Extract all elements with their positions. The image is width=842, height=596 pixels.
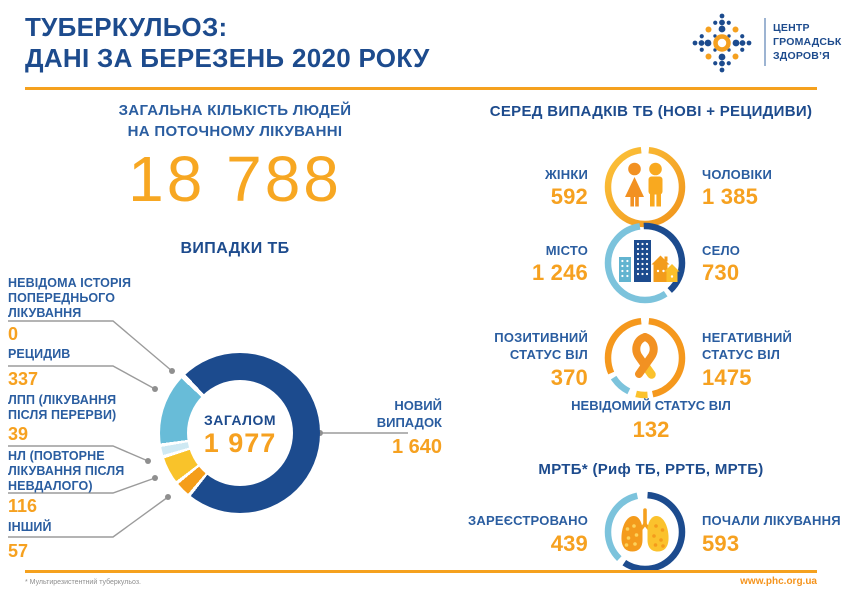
current-treatment-label-line2: НА ПОТОЧНОМУ ЛІКУВАННІ	[127, 123, 343, 140]
village-label: СЕЛО	[702, 243, 741, 258]
city-village-icon	[604, 222, 686, 304]
donut-leader-lines	[8, 320, 408, 538]
page-title-line1: ТУБЕРКУЛЬОЗ:	[25, 12, 228, 42]
header-divider	[25, 87, 817, 90]
village-value: 730	[702, 260, 740, 285]
donut-center: ЗАГАЛОМ 1 977	[160, 353, 320, 513]
callout-after-interruption-value: 39	[8, 424, 29, 444]
men-label: ЧОЛОВІКИ	[702, 167, 773, 182]
callout-new-case-value: 1 640	[391, 436, 442, 458]
footer-divider	[25, 570, 817, 573]
hiv-negative-label: НЕГАТИВНИЙ СТАТУС ВІЛ	[702, 330, 793, 362]
among-cases-section-title: СЕРЕД ВИПАДКІВ ТБ (НОВІ + РЕЦИДИВИ)	[489, 103, 813, 120]
callout-unknown-history-value: 0	[8, 324, 19, 344]
callout-other-value: 57	[8, 541, 29, 561]
callout-after-interruption-label: ЛПП (ЛІКУВАННЯ ПІСЛЯ ПЕРЕРВИ)	[8, 393, 117, 422]
lungs-icon	[604, 491, 686, 573]
donut-center-value: 1 977	[203, 427, 277, 458]
hiv-negative-value: 1475	[702, 365, 752, 390]
logo-line1: ЦЕНТР	[773, 22, 810, 34]
tb-cases-donut-chart: ЗАГАЛОМ 1 977	[160, 353, 320, 513]
callout-retreatment-value: 116	[8, 496, 38, 516]
callout-relapse-value: 337	[8, 369, 39, 389]
callout-new-case-label: НОВИЙ ВИПАДОК	[376, 398, 442, 430]
donut-center-label: ЗАГАЛОМ	[203, 411, 277, 428]
logo-line2: ГРОМАДСЬКОГО	[773, 36, 842, 49]
current-treatment-label-line1: ЗАГАЛЬНА КІЛЬКІСТЬ ЛЮДЕЙ	[118, 102, 352, 119]
female-male-icon	[604, 146, 686, 228]
started-treatment-value: 593	[702, 531, 740, 556]
page-title: ТУБЕРКУЛЬОЗ: ДАНІ ЗА БЕРЕЗЕНЬ 2020 РОКУ	[25, 12, 430, 74]
logo-line3: ЗДОРОВ’Я	[773, 50, 830, 63]
page-title-line2: ДАНІ ЗА БЕРЕЗЕНЬ 2020 РОКУ	[25, 43, 430, 74]
hiv-positive-value: 370	[550, 365, 588, 390]
hiv-unknown-label: НЕВІДОМИЙ СТАТУС ВІЛ	[571, 398, 731, 413]
callout-retreatment-label: НЛ (ПОВТОРНЕ ЛІКУВАННЯ ПІСЛЯ НЕВДАЛОГО)	[8, 449, 125, 493]
logo-wordmark: ЦЕНТР ГРОМАДСЬКОГО ЗДОРОВ’Я	[773, 21, 842, 64]
hiv-positive-label: ПОЗИТИВНИЙ СТАТУС ВІЛ	[494, 330, 588, 362]
women-value: 592	[550, 184, 588, 209]
men-value: 1 385	[702, 184, 759, 209]
registered-value: 439	[550, 531, 588, 556]
registered-label: ЗАРЕЄСТРОВАНО	[468, 513, 588, 528]
callout-unknown-history-label: НЕВІДОМА ІСТОРІЯ ПОПЕРЕДНЬОГО ЛІКУВАННЯ	[8, 276, 132, 320]
logo-separator	[764, 18, 766, 66]
city-label: МІСТО	[545, 243, 588, 258]
footnote: * Мультирезистентний туберкульоз.	[25, 579, 141, 586]
hiv-unknown-value: 132	[632, 417, 670, 442]
hiv-ribbon-icon	[604, 317, 686, 399]
started-treatment-label: ПОЧАЛИ ЛІКУВАННЯ	[702, 513, 841, 528]
callout-relapse-label: РЕЦИДИВ	[8, 347, 71, 361]
women-label: ЖІНКИ	[544, 167, 588, 182]
phc-logo-dots-icon	[692, 13, 752, 73]
mdr-tb-section-title: МРТБ* (Риф ТБ, РРТБ, МРТБ)	[538, 461, 764, 478]
tb-cases-section-title: ВИПАДКИ ТБ	[180, 240, 290, 257]
website-link[interactable]: www.phc.org.ua	[740, 576, 817, 587]
current-treatment-label: ЗАГАЛЬНА КІЛЬКІСТЬ ЛЮДЕЙ НА ПОТОЧНОМУ ЛІ…	[15, 100, 455, 142]
city-value: 1 246	[531, 260, 588, 285]
current-treatment-value: 18 788	[128, 143, 342, 215]
callout-other-label: ІНШИЙ	[8, 520, 52, 534]
